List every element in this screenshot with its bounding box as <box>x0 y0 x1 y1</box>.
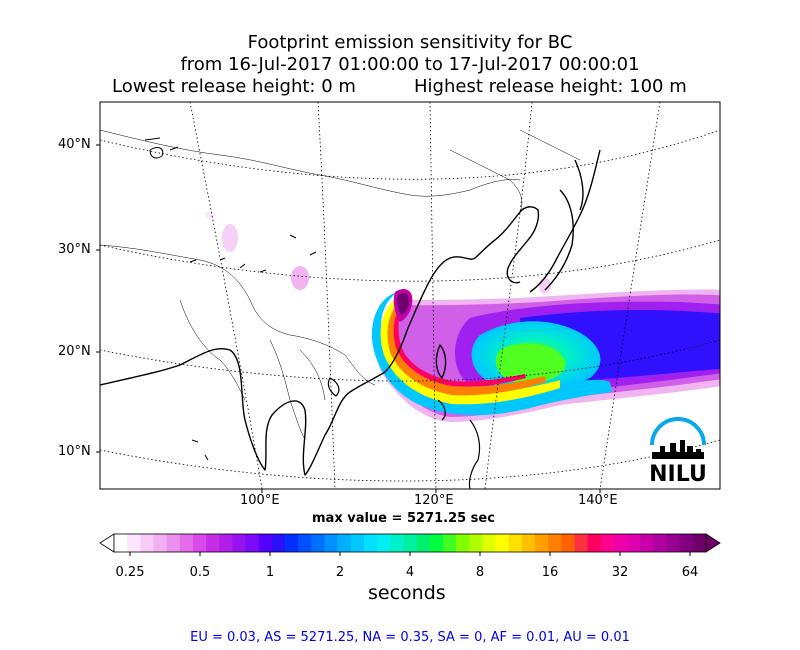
colorbar-swatch <box>587 534 602 552</box>
region-totals: EU = 0.03, AS = 5271.25, NA = 0.35, SA =… <box>190 630 630 645</box>
country-borders <box>100 129 581 441</box>
colorbar-swatch <box>127 534 141 552</box>
lon-label-120e: 120°E <box>414 493 454 508</box>
colorbar-swatch <box>627 534 641 552</box>
lon-label-140e: 140°E <box>578 493 618 508</box>
axis-ticks <box>96 144 601 493</box>
colorbar-tick-label: 0.25 <box>115 565 145 580</box>
colorbar-tick-label: 32 <box>611 565 629 580</box>
colorbar-swatch <box>692 534 707 552</box>
figure-period: from 16-Jul-2017 01:00:00 to 17-Jul-2017… <box>180 54 640 75</box>
colorbar-swatch <box>574 534 588 552</box>
colorbar-swatch <box>166 534 181 552</box>
colorbar-swatch <box>258 534 273 552</box>
nilu-logo: NILU <box>649 417 707 487</box>
colorbar-swatch <box>390 534 404 552</box>
highest-release-height: Highest release height: 100 m <box>414 76 687 97</box>
graticule <box>100 102 720 489</box>
lat-label-10n: 10°N <box>58 444 91 459</box>
colorbar-swatch <box>377 534 391 552</box>
colorbar-tick-label: 8 <box>475 565 485 580</box>
colorbar-swatch <box>416 534 431 552</box>
colorbar-swatch <box>245 534 260 552</box>
colorbar-swatch <box>179 534 194 552</box>
colorbar-swatch <box>613 534 628 552</box>
map-frame <box>99 101 721 490</box>
colorbar-swatch <box>521 534 536 552</box>
lon-label-100e: 100°E <box>240 493 280 508</box>
colorbar-swatch <box>350 534 365 552</box>
colorbar-swatch <box>429 534 444 552</box>
colorbar-tick-label: 1 <box>265 565 275 580</box>
colorbar-unit: seconds <box>368 582 446 604</box>
figure-title: Footprint emission sensitivity for BC <box>247 32 573 53</box>
colorbar-swatch <box>219 534 233 552</box>
max-value: max value = 5271.25 sec <box>312 511 495 526</box>
colorbar-swatch <box>153 534 168 552</box>
colorbar-swatch <box>442 534 457 552</box>
colorbar-swatch <box>403 534 417 552</box>
colorbar-tick-label: 16 <box>541 565 559 580</box>
colorbar-swatch <box>232 534 246 552</box>
colorbar-swatch <box>600 534 615 552</box>
colorbar-tick-label: 2 <box>335 565 345 580</box>
colorbar-swatch <box>561 534 575 552</box>
colorbar-swatch <box>482 534 496 552</box>
plume-field <box>205 211 720 422</box>
colorbar-swatch <box>192 534 207 552</box>
lat-label-20n: 20°N <box>58 344 91 359</box>
colorbar <box>99 533 721 556</box>
colorbar-swatch <box>311 534 325 552</box>
colorbar-swatch <box>324 534 339 552</box>
colorbar-extend-low <box>99 533 115 553</box>
colorbar-swatch <box>534 534 549 552</box>
colorbar-swatch <box>206 534 220 552</box>
map-panel: NILU <box>100 102 720 489</box>
lowest-release-height: Lowest release height: 0 m <box>112 76 356 97</box>
colorbar-swatch <box>640 534 654 552</box>
colorbar-tick-label: 0.5 <box>189 565 211 580</box>
colorbar-swatch <box>548 534 562 552</box>
colorbar-swatch <box>469 534 483 552</box>
lat-label-40n: 40°N <box>58 137 91 152</box>
colorbar-extend-high <box>705 533 721 553</box>
colorbar-swatch <box>140 534 154 552</box>
coastlines <box>100 137 601 489</box>
colorbar-swatch <box>271 534 286 552</box>
nilu-logo-text: NILU <box>649 462 707 487</box>
colorbar-swatch <box>653 534 667 552</box>
colorbar-swatch <box>363 534 378 552</box>
colorbar-tick-label: 64 <box>681 565 699 580</box>
colorbar-swatch <box>285 534 299 552</box>
colorbar-swatch <box>495 534 510 552</box>
colorbar-swatch <box>298 534 312 552</box>
colorbar-swatch <box>337 534 352 552</box>
colorbar-tick-label: 4 <box>405 565 415 580</box>
colorbar-swatch <box>679 534 694 552</box>
colorbar-swatch <box>666 534 681 552</box>
colorbar-swatch <box>114 534 128 552</box>
colorbar-swatch <box>456 534 470 552</box>
colorbar-swatch <box>508 534 523 552</box>
lat-label-30n: 30°N <box>58 242 91 257</box>
